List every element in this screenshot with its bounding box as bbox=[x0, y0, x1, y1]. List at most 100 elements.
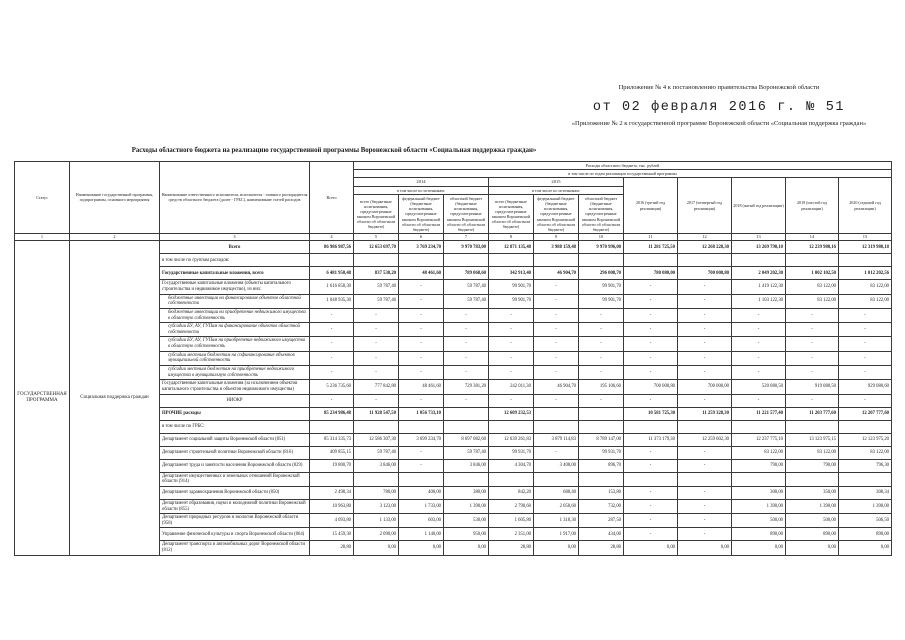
table-row: Департамент имущественных и земельных от… bbox=[15, 471, 892, 487]
page-title: Расходы областного бюджета на реализацию… bbox=[131, 147, 537, 154]
value-cell: 3 846,00 bbox=[443, 458, 489, 473]
value-cell: 603,00 bbox=[398, 513, 444, 529]
value-cell: - bbox=[578, 307, 624, 324]
value-cell: 0,00 bbox=[353, 540, 399, 556]
column-number: 5 bbox=[353, 232, 399, 242]
value-cell bbox=[398, 419, 444, 434]
table-header: Статус Наименование государственной прог… bbox=[14, 160, 892, 242]
row-label: Государственные капитальные вложения (об… bbox=[159, 279, 310, 295]
value-cell: 4 304,70 bbox=[488, 458, 534, 473]
value-cell: - bbox=[443, 322, 489, 338]
value-cell: - bbox=[731, 350, 786, 367]
value-cell: 99 901,70 bbox=[578, 293, 624, 309]
value-cell bbox=[533, 253, 579, 268]
value-cell: - bbox=[398, 322, 444, 338]
column-number: 13 bbox=[731, 232, 786, 242]
col-header-year-2020: 2020 (седьмой год реализации) bbox=[838, 177, 892, 234]
appendix-note: Приложение № 4 к постановлению правитель… bbox=[618, 84, 820, 91]
value-cell: 99 901,70 bbox=[488, 279, 534, 295]
table-row: Департамент природных ресурсов и экологи… bbox=[15, 513, 892, 529]
value-cell: - bbox=[443, 365, 489, 381]
value-cell: 530,00 bbox=[443, 513, 489, 529]
value-cell bbox=[353, 419, 399, 434]
value-cell: - bbox=[785, 350, 839, 367]
table-row: Департамент транспорта и автомобильных д… bbox=[15, 540, 892, 556]
value-cell bbox=[309, 419, 354, 434]
table-row: в том числе по группам расходов: bbox=[15, 253, 892, 268]
col-header-year-2017: 2017 (четвертый год реализации) bbox=[677, 177, 732, 234]
column-number-row: 1 2 3 4 5 6 7 8 9 10 11 12 13 14 15 bbox=[14, 232, 892, 242]
value-cell: 83 122,00 bbox=[731, 445, 786, 460]
col-header-2015-federal: федеральный бюджет (бюджетные ассигнован… bbox=[533, 194, 579, 234]
value-cell: - bbox=[533, 322, 579, 338]
value-cell: - bbox=[533, 307, 579, 324]
row-label: субсидии местным бюджетам на софинансиро… bbox=[159, 350, 310, 367]
value-cell: 500,00 bbox=[785, 513, 839, 529]
value-cell: 2 090,00 bbox=[353, 527, 399, 542]
value-cell: 12 653 697,70 bbox=[353, 240, 399, 255]
value-cell: - bbox=[838, 350, 892, 367]
value-cell bbox=[533, 419, 579, 434]
value-cell: - bbox=[838, 365, 892, 381]
value-cell: 1 012 202,56 bbox=[838, 266, 892, 281]
value-cell: - bbox=[488, 336, 534, 352]
table-row: Департамент социальной защиты Воронежско… bbox=[15, 432, 892, 447]
value-cell: 0,00 bbox=[838, 540, 892, 556]
value-cell: - bbox=[443, 350, 489, 367]
value-cell: 46 904,70 bbox=[533, 379, 579, 395]
value-cell bbox=[731, 419, 786, 434]
value-cell: - bbox=[533, 393, 579, 408]
value-cell: 1 140,00 bbox=[398, 527, 444, 542]
row-label: Департамент социальной защиты Воронежско… bbox=[159, 432, 310, 447]
value-cell: 19 800,70 bbox=[309, 458, 354, 473]
value-cell: 28,80 bbox=[309, 540, 354, 556]
value-cell: 59 787,40 bbox=[443, 293, 489, 309]
value-cell: 1 917,00 bbox=[533, 527, 579, 542]
value-cell: - bbox=[488, 393, 534, 408]
value-cell: 506,50 bbox=[838, 513, 892, 529]
value-cell: 2 498,34 bbox=[309, 485, 354, 500]
value-cell: - bbox=[623, 513, 678, 529]
value-cell: 1 390,00 bbox=[443, 498, 489, 515]
value-cell bbox=[309, 471, 354, 487]
row-label: ПРОЧИЕ расходы bbox=[159, 406, 310, 421]
value-cell: 3 408,00 bbox=[533, 458, 579, 473]
value-cell: 83 122,00 bbox=[838, 279, 892, 295]
col-header-total: Всего bbox=[309, 161, 354, 234]
col-header-2014-regional: областной бюджет (бюджетные ассигнования… bbox=[443, 194, 489, 234]
value-cell: 308,34 bbox=[838, 485, 892, 500]
value-cell bbox=[731, 253, 786, 268]
value-cell: - bbox=[533, 350, 579, 367]
value-cell: 296 008,70 bbox=[578, 266, 624, 281]
value-cell: 890,00 bbox=[731, 527, 786, 542]
value-cell: 4 093,80 bbox=[309, 513, 354, 529]
value-cell: 300,00 bbox=[731, 485, 786, 500]
value-cell: 790,00 bbox=[785, 458, 839, 473]
value-cell: - bbox=[578, 336, 624, 352]
value-cell: - bbox=[677, 485, 732, 500]
value-cell bbox=[443, 419, 489, 434]
value-cell: 11 203 777,60 bbox=[785, 406, 839, 421]
value-cell: 0,00 bbox=[533, 540, 579, 556]
value-cell: 46 904,70 bbox=[533, 266, 579, 281]
value-cell: 0,00 bbox=[731, 540, 786, 556]
value-cell bbox=[578, 406, 624, 421]
value-cell: - bbox=[309, 350, 354, 367]
row-label: Государственные капитальные вложения (за… bbox=[159, 379, 310, 395]
value-cell bbox=[838, 253, 892, 268]
value-cell: 99 901,70 bbox=[488, 293, 534, 309]
value-cell: - bbox=[398, 445, 444, 460]
value-cell: 1 056 733,10 bbox=[398, 406, 444, 421]
value-cell: 729 381,20 bbox=[443, 379, 489, 395]
column-number: 9 bbox=[533, 232, 579, 242]
value-cell: 1 133,00 bbox=[353, 513, 399, 529]
value-cell: 242 011,30 bbox=[488, 379, 534, 395]
value-cell bbox=[623, 419, 678, 434]
value-cell bbox=[398, 253, 444, 268]
value-cell: 2 058,60 bbox=[533, 498, 579, 515]
value-cell: 99 931,70 bbox=[488, 445, 534, 460]
value-cell: 1 390,00 bbox=[838, 498, 892, 515]
value-cell: - bbox=[398, 458, 444, 473]
value-cell: - bbox=[353, 365, 399, 381]
value-cell: - bbox=[731, 322, 786, 338]
